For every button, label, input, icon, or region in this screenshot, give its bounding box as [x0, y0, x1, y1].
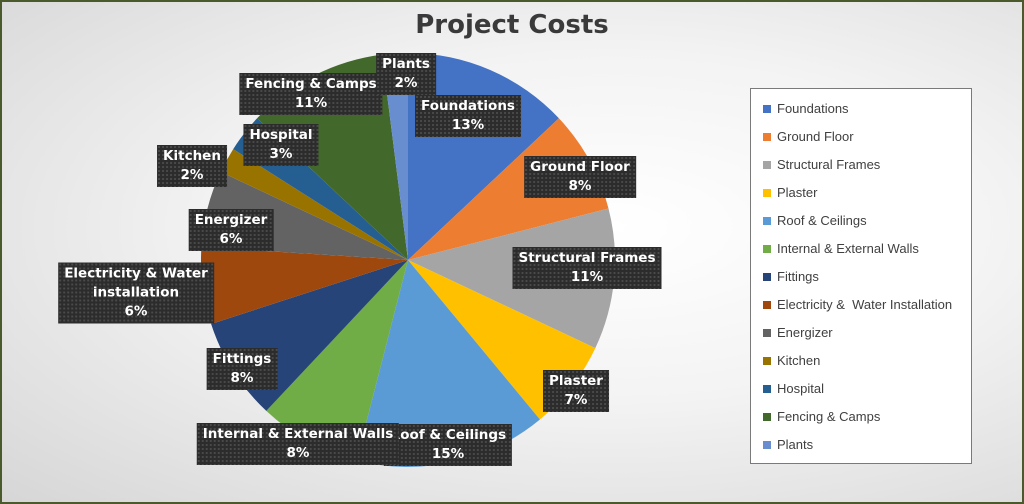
- legend-entry: Energizer: [763, 325, 833, 340]
- chart-title: Project Costs: [415, 10, 609, 40]
- pie-slice-electricity-water-installation: [201, 247, 408, 324]
- legend-entry: Foundations: [763, 101, 849, 116]
- data-label-percent: 7%: [564, 392, 588, 408]
- legend-entry: Fittings: [763, 269, 819, 284]
- legend-entry: Kitchen: [763, 353, 820, 368]
- legend-label: Energizer: [777, 325, 833, 340]
- legend-swatch: [763, 160, 771, 169]
- data-label-name: Internal & External Walls: [202, 426, 394, 442]
- data-label: Structural Frames 11%: [512, 247, 662, 289]
- data-label: Plants 2%: [376, 53, 436, 95]
- legend-label: Ground Floor: [777, 129, 854, 144]
- legend-swatch: [763, 412, 771, 421]
- legend-swatch: [763, 300, 771, 309]
- data-label-percent: 8%: [230, 370, 254, 386]
- data-label-name: Fencing & Camps: [245, 76, 377, 92]
- legend-label: Internal & External Walls: [777, 241, 919, 256]
- data-label-name: Kitchen: [163, 148, 221, 164]
- legend-swatch: [763, 272, 771, 281]
- data-label: Internal & External Walls 8%: [196, 423, 400, 465]
- legend-entry: Roof & Ceilings: [763, 213, 867, 228]
- data-label: Fencing & Camps 11%: [239, 73, 383, 115]
- data-label-name: Plaster: [549, 373, 603, 389]
- data-label-name: Structural Frames: [518, 250, 656, 266]
- data-label: Fittings 8%: [206, 348, 278, 390]
- legend-label: Roof & Ceilings: [777, 213, 867, 228]
- legend-label: Fencing & Camps: [777, 409, 881, 424]
- legend-label: Foundations: [777, 101, 849, 116]
- legend-swatch: [763, 440, 771, 449]
- data-label: Kitchen 2%: [157, 145, 227, 187]
- legend-entry: Fencing & Camps: [763, 409, 880, 424]
- legend-entry: Ground Floor: [763, 129, 854, 144]
- legend-entry: Plants: [763, 437, 813, 452]
- data-label-percent: 11%: [570, 269, 604, 285]
- pie-slice-roof-ceilings: [356, 260, 540, 468]
- legend-entry: Structural Frames: [763, 157, 880, 172]
- legend-swatch: [763, 356, 771, 365]
- legend-swatch: [763, 384, 771, 393]
- data-label-name: Hospital: [249, 127, 313, 143]
- legend-swatch: [763, 104, 771, 113]
- data-label-percent: 3%: [269, 146, 293, 162]
- pie-slice-structural-frames: [408, 208, 616, 349]
- data-label-name: Ground Floor: [530, 159, 630, 175]
- legend-entry: Electricity & Water Installation: [763, 297, 952, 312]
- data-label-percent: 2%: [180, 167, 204, 183]
- data-label-name: Roof & Ceilings: [389, 427, 507, 443]
- data-label-percent: 8%: [286, 445, 310, 461]
- legend-swatch: [763, 328, 771, 337]
- legend-label: Plants: [777, 437, 814, 452]
- data-label-percent: 13%: [451, 117, 485, 133]
- data-label-percent: 11%: [294, 95, 328, 111]
- legend-swatch: [763, 244, 771, 253]
- data-label-name: installation: [92, 284, 180, 301]
- legend-entry: Internal & External Walls: [763, 241, 919, 256]
- chart-legend: Foundations Ground Floor Structural Frames…: [750, 88, 972, 464]
- data-label-name: Foundations: [421, 98, 515, 114]
- data-label: Hospital 3%: [243, 124, 319, 166]
- legend-label: Structural Frames: [777, 157, 881, 172]
- data-label-percent: 6%: [219, 231, 243, 247]
- legend-swatch: [763, 216, 771, 225]
- pie-slice-plants: [382, 53, 408, 260]
- legend-entry: Hospital: [763, 381, 824, 396]
- legend-label: Fittings: [777, 269, 819, 284]
- data-label-percent: 2%: [394, 75, 418, 91]
- legend-label: Kitchen: [777, 353, 821, 368]
- data-label: Electricity & Water installation 6%: [58, 262, 214, 324]
- pie-slice-internal-external-walls: [266, 260, 408, 461]
- data-label: Plaster 7%: [543, 370, 609, 412]
- legend-label: Hospital: [777, 381, 824, 396]
- data-label-name: Fittings: [212, 351, 272, 367]
- pie-slice-kitchen: [220, 149, 408, 260]
- data-label-name: Plants: [382, 56, 430, 72]
- legend-label: Electricity & Water Installation: [777, 297, 953, 312]
- data-label-percent: 15%: [431, 446, 465, 462]
- data-label-percent: 8%: [568, 178, 592, 194]
- data-label: Foundations 13%: [415, 95, 521, 137]
- data-label: Ground Floor 8%: [524, 156, 636, 198]
- data-label-name: Energizer: [194, 212, 268, 228]
- pie-slice-ground-floor: [408, 118, 609, 260]
- data-label-percent: 6%: [124, 303, 148, 320]
- data-label: Roof & Ceilings 15%: [383, 424, 513, 466]
- data-label-name: Electricity & Water: [64, 265, 208, 282]
- legend-swatch: [763, 132, 771, 141]
- legend-swatch: [763, 188, 771, 197]
- legend-label: Plaster: [777, 185, 818, 200]
- legend-entry: Plaster: [763, 185, 817, 200]
- data-label: Energizer 6%: [188, 209, 274, 251]
